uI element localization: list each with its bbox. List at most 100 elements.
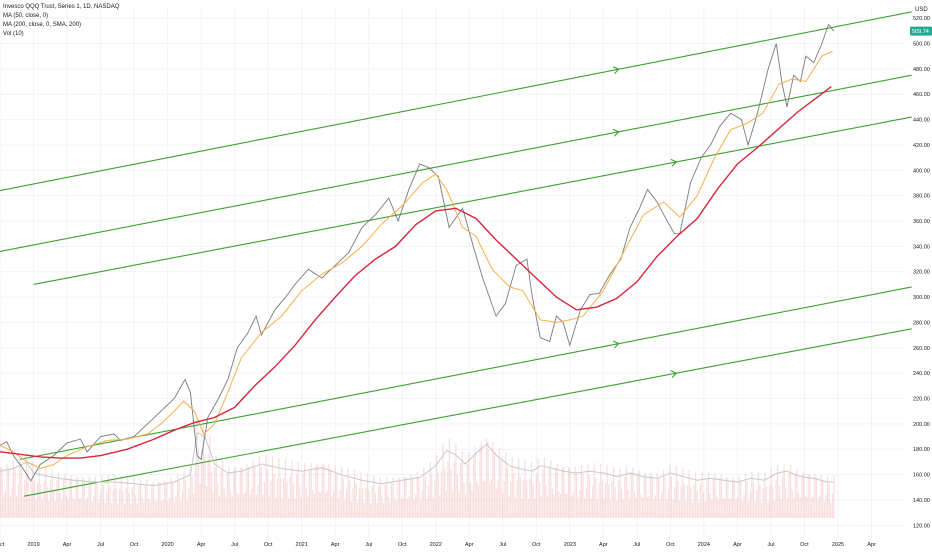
volume-bar bbox=[399, 477, 401, 518]
volume-bar bbox=[296, 474, 298, 518]
volume-bar bbox=[144, 484, 146, 518]
volume-bar bbox=[501, 492, 504, 518]
y-tick-label: 300.00 bbox=[913, 295, 930, 301]
volume-bar bbox=[358, 487, 360, 518]
volume-bar bbox=[62, 479, 64, 518]
volume-bar bbox=[149, 502, 151, 518]
currency-label: USD bbox=[915, 7, 928, 13]
y-tick-label: 220.00 bbox=[913, 397, 930, 403]
volume-bar bbox=[505, 452, 507, 518]
volume-bar bbox=[801, 474, 803, 518]
volume-bar bbox=[534, 498, 536, 518]
x-tick-label: Apr bbox=[867, 542, 876, 548]
volume-bar bbox=[661, 492, 663, 518]
volume-bar bbox=[820, 474, 822, 518]
volume-bar bbox=[342, 477, 344, 518]
volume-bar bbox=[616, 500, 618, 518]
volume-bar bbox=[767, 502, 769, 518]
volume-bar bbox=[257, 485, 259, 518]
volume-bar bbox=[93, 495, 95, 518]
volume-bar bbox=[561, 467, 563, 518]
legend-ma50[interactable]: MA (50, close, 0) bbox=[3, 13, 49, 19]
x-tick-label: Jul bbox=[499, 542, 506, 548]
volume-bar bbox=[4, 491, 7, 518]
volume-bar bbox=[704, 501, 706, 518]
volume-bar bbox=[202, 419, 204, 518]
volume-bar bbox=[495, 488, 497, 518]
x-tick-label: Apr bbox=[197, 542, 206, 548]
volume-bar bbox=[715, 495, 718, 518]
volume-bar bbox=[788, 473, 790, 518]
legend-vol[interactable]: Vol (10) bbox=[3, 31, 24, 37]
volume-bar bbox=[133, 477, 135, 518]
volume-bar bbox=[538, 482, 541, 518]
volume-bar bbox=[260, 466, 262, 518]
legend-ma200[interactable]: MA (200, close, 0, SMA, 200) bbox=[3, 22, 82, 28]
volume-bar bbox=[11, 488, 13, 518]
volume-bar bbox=[262, 495, 264, 518]
volume-bar bbox=[387, 496, 389, 518]
y-tick-label: 440.00 bbox=[913, 118, 930, 124]
volume-bar bbox=[781, 476, 784, 518]
volume-bar bbox=[373, 475, 375, 518]
y-tick-label: 460.00 bbox=[913, 92, 930, 98]
volume-bar bbox=[271, 456, 274, 518]
volume-bar bbox=[646, 497, 648, 518]
volume-bar bbox=[479, 446, 481, 518]
volume-bar bbox=[249, 494, 251, 518]
volume-bar bbox=[432, 497, 434, 518]
x-tick-label: Oct bbox=[130, 542, 139, 548]
volume-bar bbox=[769, 485, 771, 518]
volume-bar bbox=[252, 459, 254, 518]
volume-bar bbox=[210, 471, 212, 518]
volume-bar bbox=[19, 456, 21, 518]
x-tick-label: Apr bbox=[63, 542, 72, 548]
volume-bar bbox=[703, 492, 705, 518]
y-tick-label: 520.00 bbox=[913, 16, 930, 22]
volume-bar bbox=[382, 503, 385, 518]
y-tick-label: 320.00 bbox=[913, 270, 930, 276]
volume-bar bbox=[466, 463, 468, 518]
volume-bar bbox=[675, 466, 677, 518]
volume-bar bbox=[78, 498, 81, 518]
volume-bar bbox=[740, 481, 742, 518]
volume-bar bbox=[567, 467, 570, 518]
volume-bar bbox=[826, 475, 829, 518]
volume-bar bbox=[3, 494, 5, 518]
legend-title[interactable]: Invesco QQQ Trust, Series 1, 1D, NASDAQ bbox=[3, 4, 120, 10]
volume-bar bbox=[485, 437, 488, 518]
volume-bar bbox=[20, 468, 23, 518]
x-tick-label: 2021 bbox=[296, 542, 308, 548]
volume-bar bbox=[14, 469, 16, 518]
volume-bar bbox=[574, 466, 576, 518]
volume-bar bbox=[651, 475, 653, 518]
volume-bar bbox=[234, 467, 237, 518]
volume-bar bbox=[362, 487, 364, 518]
volume-bar bbox=[53, 490, 55, 518]
volume-bar bbox=[413, 499, 415, 518]
volume-bar bbox=[630, 473, 632, 518]
volume-bar bbox=[415, 494, 417, 518]
x-tick-label: 2023 bbox=[564, 542, 576, 548]
volume-bar bbox=[151, 484, 153, 518]
volume-bar bbox=[754, 501, 756, 518]
volume-bar bbox=[186, 500, 188, 518]
volume-bar bbox=[746, 481, 748, 518]
volume-bar bbox=[75, 477, 77, 518]
volume-bar bbox=[786, 497, 788, 518]
volume-bar bbox=[24, 479, 26, 518]
volume-bar bbox=[442, 443, 444, 518]
volume-bar bbox=[389, 501, 391, 518]
volume-bar bbox=[376, 503, 378, 518]
volume-bar bbox=[109, 486, 111, 518]
volume-bar bbox=[209, 435, 211, 518]
ma50-line bbox=[0, 50, 833, 469]
volume-bar bbox=[305, 488, 307, 518]
volume-bar bbox=[658, 477, 660, 518]
volume-bar bbox=[157, 482, 159, 518]
x-tick-label: 2025 bbox=[832, 542, 844, 548]
volume-bar bbox=[606, 465, 608, 518]
volume-bar bbox=[360, 472, 362, 518]
volume-bar bbox=[386, 477, 388, 518]
volume-bar bbox=[461, 450, 463, 518]
